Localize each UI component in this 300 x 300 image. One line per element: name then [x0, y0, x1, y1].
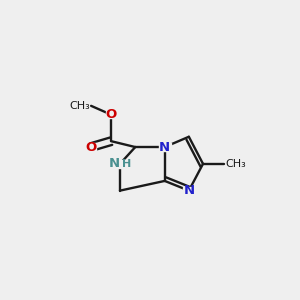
- Bar: [159, 143, 171, 151]
- Text: O: O: [85, 141, 97, 154]
- Bar: [114, 160, 132, 168]
- Text: CH₃: CH₃: [226, 159, 246, 169]
- Text: O: O: [106, 108, 117, 121]
- Text: N: N: [108, 157, 119, 170]
- Bar: [86, 143, 96, 151]
- Bar: [106, 111, 116, 119]
- Text: N: N: [159, 141, 170, 154]
- Bar: [183, 187, 195, 194]
- Text: CH₃: CH₃: [69, 101, 90, 111]
- Text: N: N: [183, 184, 194, 197]
- Text: H: H: [122, 159, 132, 169]
